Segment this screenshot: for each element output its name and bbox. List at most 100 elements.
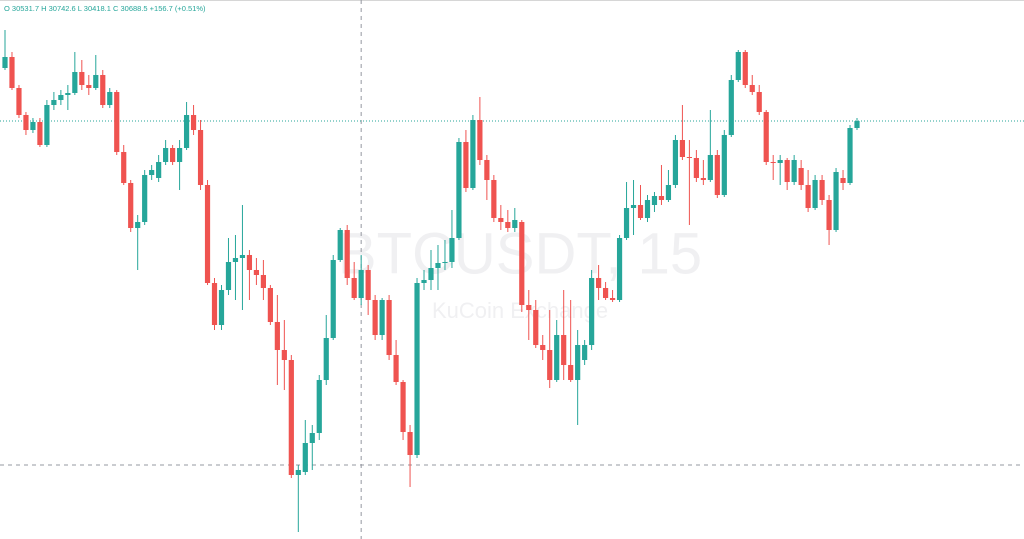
candle-body [749,85,755,92]
candle-body [491,180,497,218]
candle-body [714,155,720,195]
candle-body [791,160,797,182]
candle-body [65,93,71,95]
candle-body [393,355,399,382]
candle-body [526,305,532,310]
candle-body [51,100,57,105]
candle-body [351,278,357,298]
candle-body [742,52,748,85]
candle-body [93,75,99,88]
candle-body [414,283,420,455]
candle-body [183,115,190,148]
candle-body [623,208,630,238]
candle-body [281,350,287,360]
candle-body [707,155,713,180]
candle-body [547,350,553,380]
candle-body [533,310,539,345]
ohlc-header: O 30531.7 H 30742.6 L 30418.1 C 30688.5 … [4,4,206,13]
candle-body [337,230,343,260]
candle-body [463,142,469,188]
candle-body [58,95,64,100]
candle-body [386,300,392,355]
candle-body [211,283,218,325]
candle-body [37,122,43,145]
candle-body [107,92,113,105]
candle-body [407,432,413,455]
candle-body [121,152,127,183]
candle-body [672,140,679,185]
candle-body [295,470,301,475]
candle-body [540,345,546,350]
candle-body [365,270,371,300]
candle-body [449,238,455,262]
candle-body [288,360,294,475]
candle-body [700,178,706,180]
candle-body [428,268,434,280]
candle-body [644,200,651,218]
candle-body [554,335,560,380]
candle-body [763,112,769,162]
candle-body [693,158,699,178]
candle-body [421,280,427,283]
candle-body [658,196,665,200]
candle-body [239,255,246,258]
candle-body [728,80,734,135]
candle-body [260,275,266,288]
candle-body [225,262,232,290]
candle-body [274,322,280,350]
candle-body [470,120,476,188]
candle-body [142,175,148,222]
candle-body [819,180,825,200]
candle-body [330,260,336,338]
candle-body [267,288,273,322]
candle-body [505,222,511,228]
candle-body [686,157,692,158]
candle-body [477,120,483,160]
candle-body [358,270,364,298]
candle-body [721,135,727,195]
candle-body [637,205,644,218]
candle-body [72,72,78,93]
candle-body [840,178,846,183]
candle-body [379,300,385,335]
candle-body [135,222,141,228]
candle-body [561,335,567,365]
candle-body [735,52,741,80]
candle-body [833,172,839,230]
candle-body [156,162,162,178]
candle-body [777,160,783,163]
candle-body [847,128,853,183]
candle-body [170,148,176,162]
candle-body [756,92,762,112]
candle-body [30,122,36,130]
candle-body [589,278,595,345]
candle-body [665,185,672,200]
candle-body [100,75,106,105]
candle-body [232,258,239,262]
candle-body [609,298,616,300]
candle-body [302,443,308,472]
candle-body [456,142,462,238]
candle-body [114,92,120,152]
candle-body [435,263,441,268]
candle-body [568,365,574,380]
candle-body [86,85,92,88]
candle-body [79,72,85,85]
candle-body [23,115,29,130]
candle-body [616,238,623,300]
candle-body [602,288,609,298]
candle-body [798,168,804,185]
candle-body [344,230,350,278]
candle-body [679,140,686,157]
candle-body [498,218,504,222]
candle-body [784,160,790,182]
candle-body [16,88,22,115]
candle-body [400,382,406,432]
candle-body [805,185,811,208]
candle-body [512,220,518,228]
candle-body [630,205,637,208]
candle-body [9,57,15,88]
